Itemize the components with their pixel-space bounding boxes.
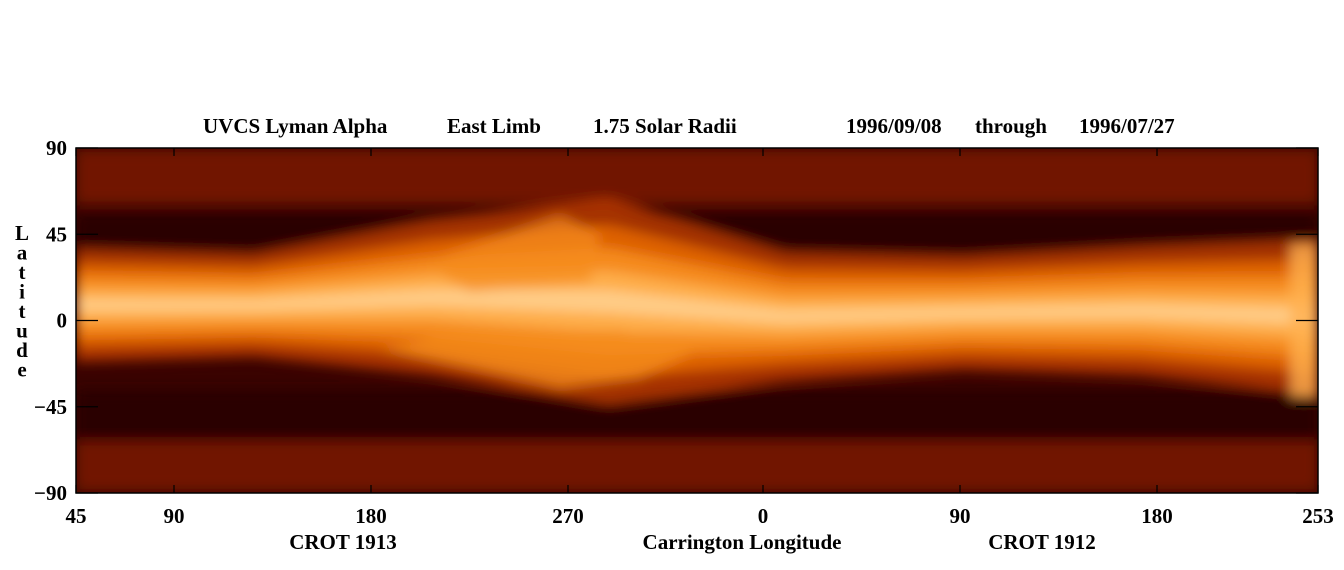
y-axis-label-letter: e	[17, 358, 26, 382]
rotation-label-1913: CROT 1913	[289, 530, 397, 554]
background-band	[76, 389, 1318, 444]
y-axis-label-letter: t	[19, 260, 26, 284]
polar-band	[76, 148, 1318, 206]
y-tick-label: 0	[57, 309, 68, 333]
x-axis: 45 90 180 270 0 90 180 253	[66, 148, 1334, 528]
heatmap-image	[76, 148, 1318, 493]
x-tick-label: 90	[950, 504, 971, 528]
x-tick-label: 45	[66, 504, 87, 528]
y-tick-label: −90	[34, 481, 67, 505]
streamer-arm	[380, 330, 700, 388]
streamer-contour	[76, 288, 1318, 326]
y-axis-label-letter: L	[15, 221, 29, 245]
title-date-end: 1996/07/27	[1079, 114, 1175, 138]
x-tick-label: 180	[1141, 504, 1173, 528]
rotation-label-1912: CROT 1912	[988, 530, 1096, 554]
title-through: through	[975, 114, 1047, 138]
polar-band	[76, 439, 1318, 493]
x-tick-label: 270	[552, 504, 584, 528]
y-axis-label-letter: u	[16, 319, 28, 343]
x-tick-label: 253	[1302, 504, 1334, 528]
x-tick-label: 0	[758, 504, 769, 528]
y-axis-label-letter: d	[16, 338, 28, 362]
x-tick-label: 90	[164, 504, 185, 528]
title-height: 1.75 Solar Radii	[593, 114, 737, 138]
y-axis-label-letter: i	[19, 280, 25, 304]
y-tick-label: 90	[46, 136, 67, 160]
x-tick-label: 180	[355, 504, 387, 528]
title-instrument: UVCS Lyman Alpha	[203, 114, 388, 138]
x-axis-label: Carrington Longitude	[643, 530, 842, 554]
y-tick-label: −45	[34, 395, 67, 419]
y-axis-label-letter: a	[17, 241, 28, 265]
title-date-start: 1996/09/08	[846, 114, 942, 138]
y-axis: 90 45 0 −45 −90	[34, 136, 1318, 505]
title-limb: East Limb	[447, 114, 541, 138]
y-axis-label-letter: t	[19, 299, 26, 323]
streamer-arm	[420, 215, 600, 292]
y-tick-label: 45	[46, 222, 67, 246]
